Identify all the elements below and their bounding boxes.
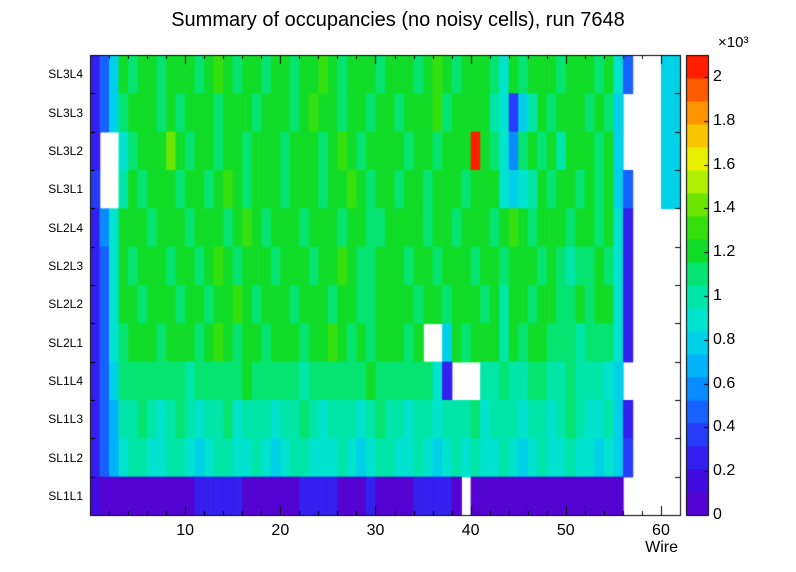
colorbar-tick-label: 1.4 (713, 199, 736, 217)
colorbar-tick-label: 0.4 (713, 418, 736, 436)
row-label: SL1L4 (48, 373, 83, 388)
row-label: SL3L4 (48, 67, 83, 82)
x-tick-label: 20 (271, 522, 290, 539)
plot-title: Summary of occupancies (no noisy cells),… (171, 9, 625, 31)
colorbar-tick-label: 1 (713, 286, 722, 304)
row-label: SL1L2 (48, 450, 83, 465)
colorbar-tick-label: 0 (713, 506, 722, 523)
colorbar-tick-label: 1.2 (713, 243, 736, 261)
colorbar-tick-label: 2 (713, 67, 722, 85)
row-label: SL2L4 (48, 220, 83, 235)
row-label: SL3L2 (48, 143, 83, 158)
row-label: SL2L1 (48, 335, 83, 350)
row-label: SL1L1 (48, 488, 83, 503)
row-label: SL3L3 (48, 105, 83, 120)
x-tick-label: 30 (366, 522, 385, 539)
colorbar-tick-label: 0.2 (713, 462, 736, 480)
colorbar-exponent: ×10³ (718, 34, 749, 51)
row-label: SL2L3 (48, 258, 83, 273)
colorbar-tick-label: 0.6 (713, 374, 736, 392)
row-label: SL1L3 (48, 412, 83, 427)
colorbar-tick-label: 0.8 (713, 330, 736, 348)
colorbar-tick-label: 1.6 (713, 155, 736, 173)
colorbar-tick-label: 1.8 (713, 111, 736, 129)
row-label: SL3L1 (48, 182, 83, 197)
x-tick-label: 10 (176, 522, 195, 539)
x-tick-label: 40 (461, 522, 480, 539)
x-axis-label: Wire (645, 539, 678, 556)
x-tick-label: 50 (556, 522, 575, 539)
x-tick-label: 60 (652, 522, 670, 539)
row-label: SL2L2 (48, 297, 83, 312)
